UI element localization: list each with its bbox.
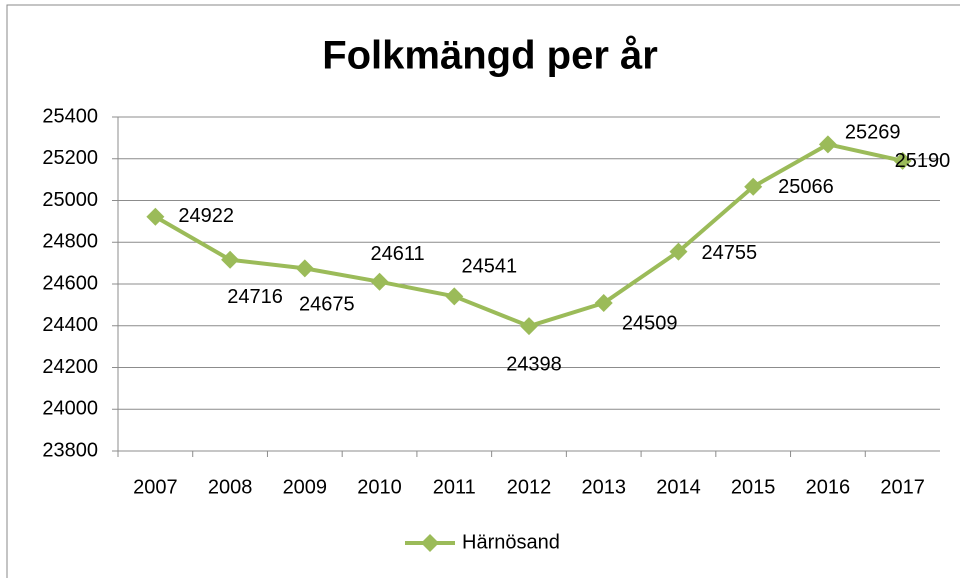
- x-tick-label: 2011: [433, 476, 476, 498]
- x-tick-label: 2015: [731, 476, 776, 498]
- marker: [744, 177, 763, 196]
- x-tick-label: 2009: [283, 476, 328, 498]
- y-tick-label: 24400: [42, 314, 98, 336]
- y-tick-label: 24600: [42, 272, 98, 294]
- marker: [295, 259, 314, 278]
- data-label: 24398: [506, 353, 562, 375]
- x-tick-label: 2017: [880, 476, 925, 498]
- data-label: 24716: [227, 286, 283, 308]
- x-tick-label: 2007: [133, 476, 178, 498]
- y-tick-label: 24200: [42, 356, 98, 378]
- x-tick-label: 2010: [357, 476, 402, 498]
- x-tick-label: 2016: [806, 476, 851, 498]
- x-tick-label: 2012: [507, 476, 552, 498]
- y-tick-label: 25400: [42, 105, 98, 127]
- data-label: 24922: [178, 205, 234, 227]
- data-label: 25190: [895, 150, 951, 172]
- data-label: 24541: [461, 256, 517, 278]
- chart-title: Folkmängd per år: [322, 34, 658, 78]
- data-label: 24675: [299, 294, 355, 316]
- data-label: 24755: [701, 242, 757, 264]
- x-tick-label: 2013: [581, 476, 626, 498]
- marker: [520, 317, 538, 336]
- y-tick-label: 24000: [42, 398, 98, 420]
- data-label: 24509: [622, 312, 678, 334]
- marker: [370, 272, 389, 291]
- y-tick-label: 25200: [42, 147, 98, 169]
- y-tick-label: 24800: [42, 231, 98, 253]
- data-label: 25066: [778, 176, 834, 198]
- x-tick-label: 2008: [208, 476, 253, 498]
- legend-marker: [421, 534, 439, 552]
- y-tick-label: 23800: [42, 439, 98, 461]
- marker: [445, 287, 464, 306]
- marker: [669, 242, 688, 261]
- marker: [893, 151, 912, 170]
- legend-label: Härnösand: [462, 531, 560, 553]
- marker: [221, 250, 240, 269]
- data-label: 24611: [370, 243, 424, 265]
- x-tick-label: 2014: [656, 476, 701, 498]
- data-label: 25269: [845, 122, 901, 144]
- marker: [594, 293, 613, 312]
- chart-border: [6, 4, 960, 578]
- y-tick-label: 25000: [42, 189, 98, 211]
- marker: [818, 135, 837, 154]
- marker: [146, 207, 165, 226]
